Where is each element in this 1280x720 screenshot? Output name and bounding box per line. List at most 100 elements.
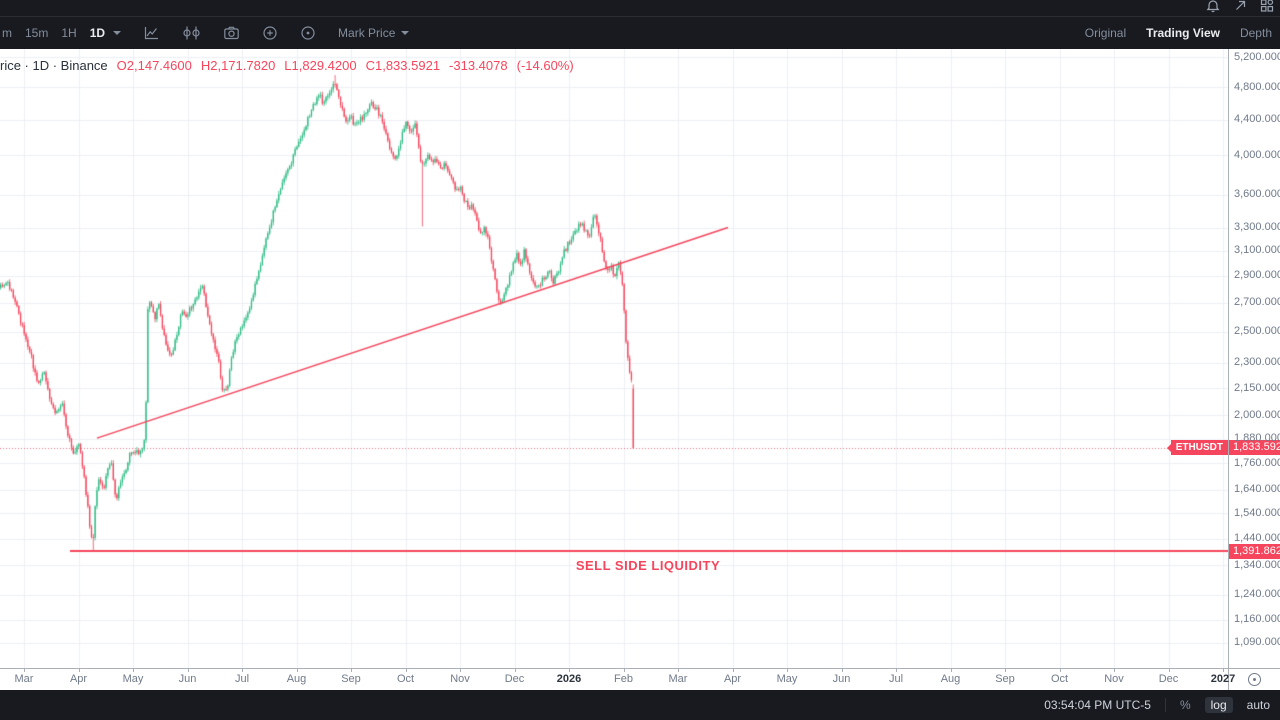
time-tick-mark <box>1059 669 1061 672</box>
interval-1h[interactable]: 1H <box>61 26 77 40</box>
divider <box>1164 698 1166 712</box>
time-tick-mark <box>296 669 298 672</box>
time-tick-label: 2027 <box>1210 673 1236 685</box>
price-tick-label: 3,300.0000 <box>1234 221 1280 234</box>
time-tick-mark <box>841 669 843 672</box>
chevron-down-icon[interactable] <box>113 31 122 35</box>
price-tick-label: 1,540.0000 <box>1234 506 1280 519</box>
time-tick-label: Dec <box>504 673 525 685</box>
time-tick-label: Oct <box>396 673 415 685</box>
time-tick-mark <box>732 669 734 672</box>
chart-style-icon[interactable] <box>143 25 160 41</box>
price-tick-label: 2,000.0000 <box>1234 408 1280 421</box>
time-tick-mark <box>896 669 897 672</box>
price-tick-label: 2,700.0000 <box>1234 296 1280 309</box>
top-icon-bar <box>0 0 1280 17</box>
time-tick-mark <box>1114 669 1115 672</box>
time-tick-mark <box>1223 669 1224 672</box>
time-tick-label: 2026 <box>556 673 582 685</box>
indicators-icon[interactable] <box>182 25 201 41</box>
timezone-settings-icon <box>1248 673 1261 686</box>
apps-grid-icon[interactable] <box>1260 0 1274 13</box>
candlestick-canvas[interactable] <box>0 49 1228 668</box>
time-tick-mark <box>1005 669 1006 672</box>
tab-depth[interactable]: Depth <box>1239 26 1272 40</box>
time-tick-label: Oct <box>1050 673 1069 685</box>
axis-settings-corner[interactable] <box>1228 668 1280 690</box>
time-tick-label: Nov <box>1104 673 1124 685</box>
price-tick-label: 1,760.0000 <box>1234 456 1280 469</box>
interval-1d[interactable]: 1D <box>89 26 106 40</box>
tab-trading-view[interactable]: Trading View <box>1146 26 1220 40</box>
zoom-in-icon[interactable] <box>262 25 278 41</box>
chart-pane[interactable]: rice · 1D · Binance O2,147.4600 H2,171.7… <box>0 49 1228 668</box>
time-tick-label: Nov <box>450 673 470 685</box>
price-tick-label: 1,340.0000 <box>1234 558 1280 571</box>
price-tick-label: 1,640.0000 <box>1234 483 1280 496</box>
current-price-badge: 1,833.5921 <box>1229 440 1280 456</box>
time-tick-label: Jul <box>234 673 250 685</box>
price-tick-label: 2,500.0000 <box>1234 325 1280 338</box>
time-tick-label: Sep <box>341 673 361 685</box>
clock-utc[interactable]: 03:54:04 PM UTC-5 <box>1044 698 1151 712</box>
camera-icon[interactable] <box>223 25 240 41</box>
chevron-down-icon <box>401 31 410 35</box>
time-tick-label: Jul <box>888 673 904 685</box>
time-tick-label: Aug <box>286 673 307 685</box>
price-tick-label: 1,440.0000 <box>1234 532 1280 544</box>
time-tick-mark <box>187 669 189 672</box>
time-tick-mark <box>678 669 679 672</box>
time-tick-label: Feb <box>614 673 633 685</box>
time-axis-row: Mar Apr May Jun Jul Aug Sep Oct Nov Dec 2026 Feb Mar… <box>0 668 1280 690</box>
time-tick-mark <box>623 669 625 672</box>
price-tick-label: 3,100.0000 <box>1234 244 1280 257</box>
price-tick-label: 1,240.0000 <box>1234 588 1280 601</box>
auto-scale-button[interactable]: auto <box>1246 698 1270 712</box>
time-tick-label: Mar <box>668 673 688 685</box>
time-tick-mark <box>405 669 407 672</box>
time-tick-mark <box>950 669 952 672</box>
chart-region: rice · 1D · Binance O2,147.4600 H2,171.7… <box>0 49 1280 668</box>
percent-scale-button[interactable]: % <box>1179 698 1191 712</box>
symbol-price-flag: ETHUSDT <box>1166 440 1228 456</box>
price-tick-label: 4,000.0000 <box>1234 148 1280 161</box>
share-arrow-icon[interactable] <box>1233 0 1247 13</box>
price-tick-label: 4,400.0000 <box>1234 113 1280 126</box>
view-tabs: Original Trading View Depth <box>1085 26 1272 40</box>
price-tick-label: 4,800.0000 <box>1234 80 1280 93</box>
time-tick-label: May <box>122 673 144 685</box>
time-tick-label: Aug <box>940 673 961 685</box>
time-tick-mark <box>787 669 788 672</box>
time-tick-mark <box>133 669 134 672</box>
bell-icon[interactable] <box>1206 0 1220 13</box>
time-tick-label: May <box>776 673 798 685</box>
price-tick-label: 2,300.0000 <box>1234 356 1280 369</box>
tab-original[interactable]: Original <box>1084 26 1127 40</box>
time-tick-mark <box>1168 669 1170 672</box>
time-axis[interactable]: Mar Apr May Jun Jul Aug Sep Oct Nov Dec 2026 Feb Mar… <box>0 668 1235 690</box>
price-tick-label: 1,090.0000 <box>1234 636 1280 649</box>
time-tick-label: Mar <box>14 673 34 685</box>
price-tick-label: 3,600.0000 <box>1234 188 1280 201</box>
price-mode-dropdown[interactable]: Mark Price <box>338 26 410 40</box>
interval-15m[interactable]: 15m <box>25 26 49 40</box>
crosshair-target-icon[interactable] <box>300 25 316 41</box>
price-tick-label: 1,880.0000 <box>1234 432 1280 445</box>
time-tick-label: Sep <box>995 673 1015 685</box>
chart-toolbar: m 15m 1H 1D <box>0 17 1280 49</box>
price-mode-label: Mark Price <box>338 26 396 40</box>
price-tick-label: 1,160.0000 <box>1234 613 1280 626</box>
time-tick-mark <box>460 669 461 672</box>
log-scale-button[interactable]: log <box>1204 697 1233 713</box>
price-tick-label: 2,150.0000 <box>1234 381 1280 394</box>
time-tick-mark <box>242 669 243 672</box>
time-tick-mark <box>351 669 352 672</box>
time-tick-mark <box>514 669 516 672</box>
time-tick-label: Apr <box>723 673 742 685</box>
interval-m[interactable]: m <box>2 26 12 40</box>
time-tick-label: Jun <box>178 673 197 685</box>
time-tick-mark <box>569 669 570 672</box>
